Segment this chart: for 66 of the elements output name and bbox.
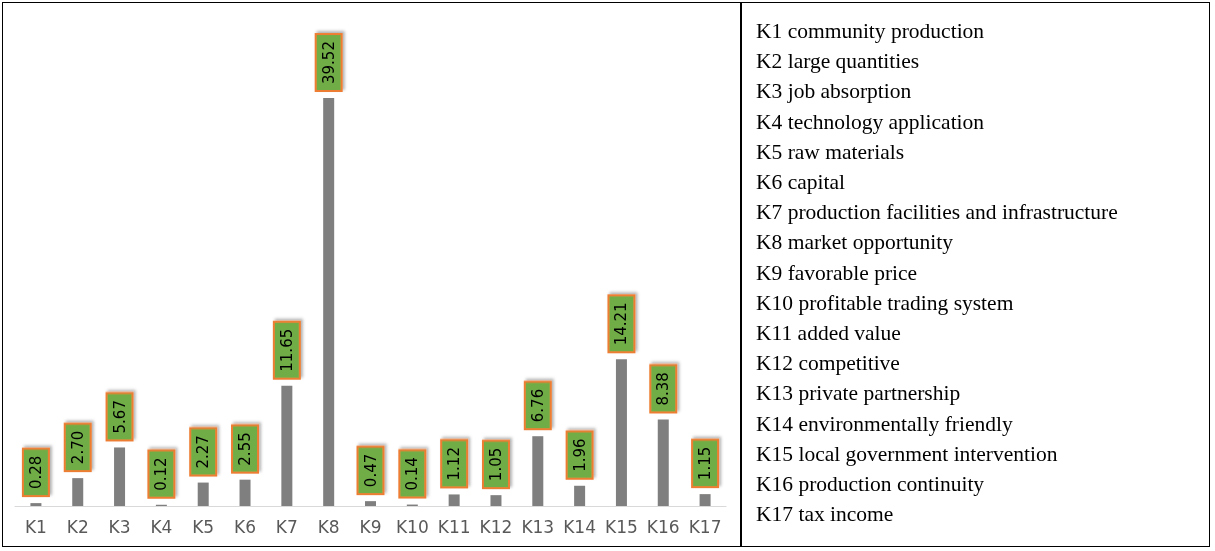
data-label: 8.38 xyxy=(654,372,673,406)
text: K13 private partnership xyxy=(756,380,962,408)
data-label: 2.27 xyxy=(194,435,213,469)
text: K7 production facilities and infrastructure xyxy=(756,199,1118,227)
x-tick-label: K13 xyxy=(521,516,555,537)
text: K5 raw materials xyxy=(756,138,906,166)
x-tick-label: K17 xyxy=(688,516,722,537)
text: K1 community production xyxy=(756,18,986,45)
x-tick-label: K9 xyxy=(359,516,382,537)
bar xyxy=(615,359,627,506)
bar xyxy=(490,495,502,506)
bar xyxy=(574,485,586,506)
data-label: 0.14 xyxy=(403,457,422,491)
bar xyxy=(239,479,251,506)
bar xyxy=(365,501,376,506)
text: K16 production continuity xyxy=(756,471,986,499)
x-tick-label: K2 xyxy=(66,516,89,537)
x-tick-label: K14 xyxy=(563,516,597,537)
x-tick-label: K15 xyxy=(605,516,638,537)
data-label: 0.28 xyxy=(26,455,45,490)
data-label: 2.70 xyxy=(68,430,87,465)
bar xyxy=(532,436,544,506)
text: K15 local government intervention xyxy=(756,440,1059,468)
data-label: 5.67 xyxy=(110,400,129,434)
bar xyxy=(448,494,460,506)
x-tick-label: K6 xyxy=(234,516,257,537)
text: K6 capital xyxy=(756,169,846,196)
data-label: 2.55 xyxy=(236,432,255,466)
x-tick-label: K11 xyxy=(437,516,471,537)
text: K12 competitive xyxy=(756,350,901,378)
x-tick-label: K5 xyxy=(192,516,215,537)
text: K2 large quantities xyxy=(756,48,921,76)
x-tick-label: K8 xyxy=(317,516,340,537)
data-label: 39.52 xyxy=(319,41,338,84)
x-tick-label: K10 xyxy=(395,516,429,537)
data-label: 6.76 xyxy=(528,388,547,423)
data-label: 0.47 xyxy=(361,453,380,488)
text: K3 job absorption xyxy=(756,78,913,106)
x-tick-label: K1 xyxy=(24,516,47,537)
bar xyxy=(699,494,711,506)
text: K8 market opportunity xyxy=(756,229,955,257)
data-label: 1.05 xyxy=(486,447,505,482)
bar xyxy=(197,482,209,506)
data-label: 11.65 xyxy=(277,328,296,372)
data-label: 1.96 xyxy=(570,438,589,472)
text: K14 environmentally friendly xyxy=(756,410,1014,438)
x-tick-label: K7 xyxy=(275,516,298,537)
text: K4 technology application xyxy=(756,108,986,136)
x-tick-label: K12 xyxy=(479,516,513,537)
bar xyxy=(30,503,42,506)
bar xyxy=(72,478,84,506)
bar xyxy=(323,98,335,506)
bar xyxy=(657,419,669,506)
text: K9 favorable price xyxy=(756,259,919,287)
text: K10 profitable trading system xyxy=(756,289,1015,317)
text: K11 added value xyxy=(756,320,902,348)
x-tick-label: K3 xyxy=(108,516,131,537)
text: K17 tax income xyxy=(756,501,895,529)
data-label: 1.12 xyxy=(445,447,464,481)
x-tick-label: K16 xyxy=(646,516,680,537)
data-label: 14.21 xyxy=(612,302,631,346)
x-tick-label: K4 xyxy=(150,516,173,537)
bar xyxy=(281,385,293,506)
data-label: 1.15 xyxy=(696,446,715,481)
bar xyxy=(114,447,126,506)
data-label: 0.12 xyxy=(152,457,171,491)
